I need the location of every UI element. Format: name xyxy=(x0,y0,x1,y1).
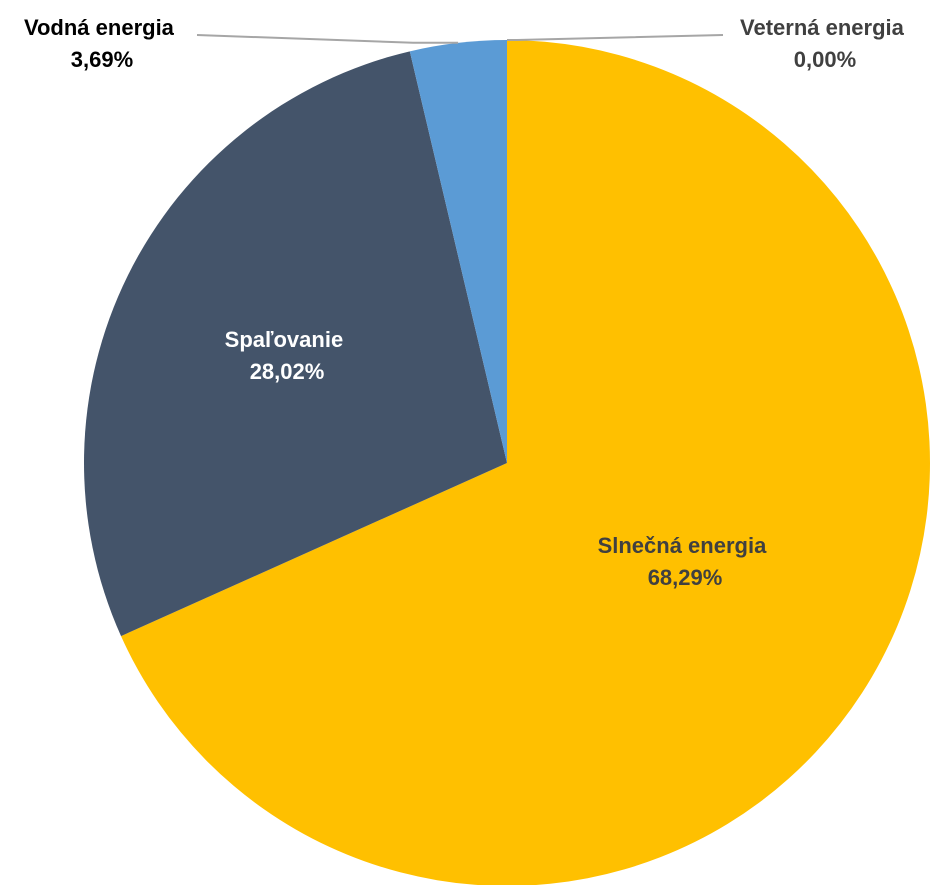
slice-value-veterna-energia: 0,00% xyxy=(794,47,856,72)
pie-slice-slnecna-energia xyxy=(121,40,930,885)
slice-name-vodna-energia: Vodná energia xyxy=(24,15,175,40)
slice-label-spalovanie: Spaľovanie 28,02% xyxy=(225,327,350,384)
slice-value-slnecna-energia: 68,29% xyxy=(648,565,723,590)
leader-line-veterna-energia xyxy=(507,34,724,41)
pie-slices xyxy=(84,40,930,885)
leader-lines xyxy=(196,34,724,44)
slice-name-spalovanie: Spaľovanie xyxy=(225,327,344,352)
pie-slice-spalovanie xyxy=(84,51,508,637)
slice-name-slnecna-energia: Slnečná energia xyxy=(598,533,768,558)
slice-name-veterna-energia: Veterná energia xyxy=(740,15,905,40)
slice-label-vodna-energia: Vodná energia 3,69% xyxy=(24,15,180,72)
leader-line-vodna-energia xyxy=(196,34,459,44)
slice-label-slnecna-energia: Slnečná energia 68,29% xyxy=(598,533,773,590)
pie-slice-vodna-energia xyxy=(409,40,507,463)
slice-value-spalovanie: 28,02% xyxy=(250,359,325,384)
slice-label-veterna-energia: Veterná energia 0,00% xyxy=(740,15,910,72)
slice-value-vodna-energia: 3,69% xyxy=(71,47,133,72)
